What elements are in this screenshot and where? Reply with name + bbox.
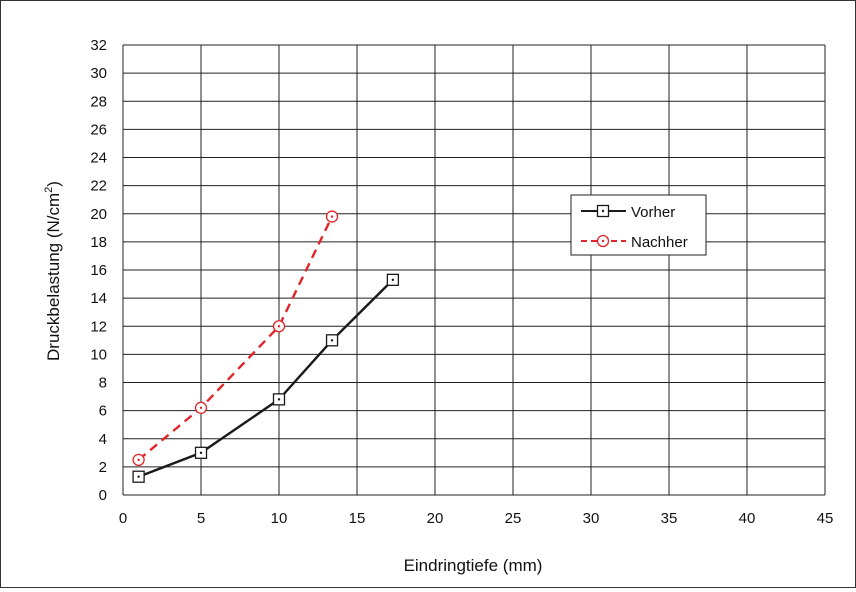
x-tick-label: 10 [271,510,288,527]
legend: Vorher Nachher [570,194,707,256]
data-point-nachher-dot [137,458,140,462]
y-tick-label: 28 [90,93,107,110]
x-tick-label: 20 [427,510,444,527]
y-tick-label: 30 [90,65,107,82]
legend-marker-vorher-dot [601,209,605,213]
data-point-nachher-dot [199,406,203,410]
y-axis-title-end: ) [44,181,63,187]
y-tick-label: 20 [90,206,107,223]
x-tick-label: 30 [583,510,600,527]
y-axis-title-superscript: 2 [43,187,55,193]
y-tick-label: 6 [99,403,107,420]
y-tick-label: 32 [90,37,107,54]
x-tick-label: 0 [119,510,127,527]
x-tick-label: 5 [197,510,205,527]
y-tick-label: 12 [90,318,107,335]
x-axis-title: Eindringtiefe (mm) [404,556,543,575]
series [132,210,400,483]
y-tick-label: 16 [90,262,107,279]
y-tick-label: 14 [90,290,107,307]
legend-marks [581,204,626,248]
x-tick-label: 45 [817,510,834,527]
data-point-vorher-dot [199,451,203,455]
series-line-nachher [137,216,334,461]
data-point-vorher-dot [137,475,140,478]
data-point-vorher-dot [330,339,334,342]
grid [122,44,826,496]
x-tick-label: 40 [739,510,756,527]
y-tick-label: 8 [99,375,107,392]
x-tick-label: 25 [505,510,522,527]
y-tick-label: 26 [90,121,107,138]
data-point-nachher-dot [277,325,281,328]
y-tick-label: 10 [90,346,107,363]
y-axis-title: Druckbelastung (N/cm2) [43,181,63,361]
legend-marker-nachher-dot [601,239,605,243]
y-tick-label: 22 [90,178,107,195]
y-tick-label: 24 [90,150,107,167]
x-tick-label: 15 [349,510,366,527]
x-tick-label: 35 [661,510,678,527]
y-tick-label: 4 [99,431,107,448]
y-axis-title-main: Druckbelastung (N/cm [44,193,63,361]
legend-label-vorher: Vorher [631,204,675,221]
series-line-vorher [138,278,394,478]
legend-box [570,194,707,256]
data-point-vorher-dot [277,398,281,401]
y-tick-label: 0 [99,487,107,504]
data-point-nachher-dot [330,215,334,218]
data-point-vorher-dot [391,278,395,282]
y-tick-label: 2 [99,459,107,476]
legend-label-nachher: Nachher [631,234,688,251]
y-tick-label: 18 [90,234,107,251]
